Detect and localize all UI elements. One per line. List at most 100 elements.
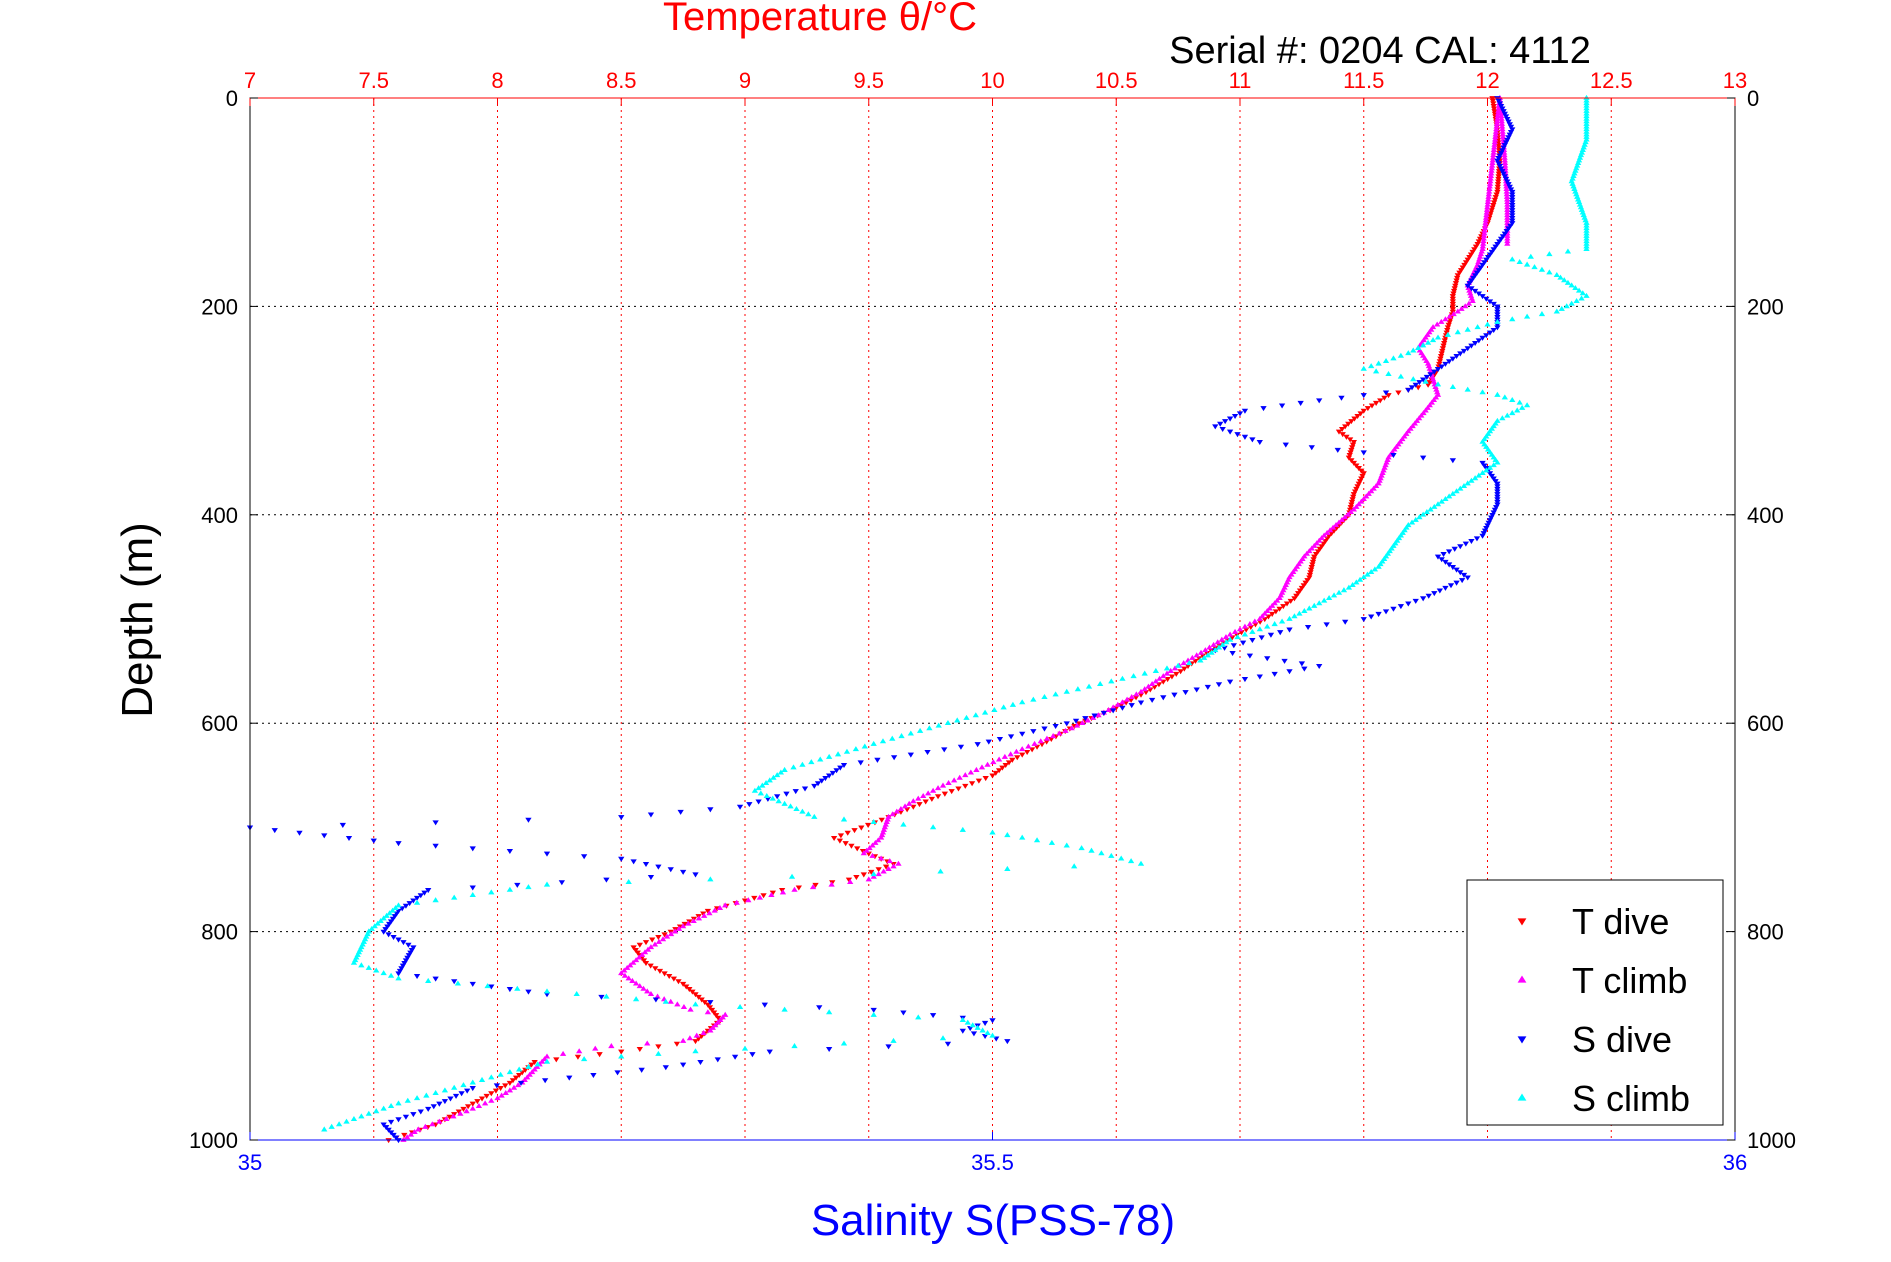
data-point bbox=[1338, 395, 1345, 401]
data-point bbox=[1464, 346, 1471, 352]
data-point bbox=[1467, 252, 1475, 258]
data-point bbox=[1354, 484, 1361, 490]
data-point bbox=[1063, 721, 1070, 727]
data-point bbox=[1498, 120, 1506, 126]
data-point bbox=[828, 881, 835, 887]
data-point bbox=[1415, 385, 1422, 391]
data-point bbox=[1474, 324, 1481, 330]
data-point bbox=[1375, 611, 1382, 617]
data-point bbox=[373, 1108, 380, 1114]
data-point bbox=[1490, 200, 1498, 206]
data-point bbox=[463, 1108, 470, 1114]
data-point bbox=[1494, 459, 1501, 465]
data-point bbox=[959, 1017, 966, 1023]
data-point bbox=[1429, 337, 1437, 343]
data-point bbox=[1108, 852, 1115, 858]
data-point bbox=[774, 794, 781, 800]
data-point bbox=[1259, 613, 1266, 619]
data-point bbox=[630, 945, 637, 951]
data-point bbox=[775, 798, 782, 804]
data-point bbox=[1316, 546, 1323, 552]
data-point bbox=[809, 884, 817, 890]
data-point bbox=[1360, 450, 1367, 456]
data-point bbox=[488, 1097, 495, 1103]
data-point bbox=[1005, 760, 1013, 766]
data-point bbox=[387, 1119, 395, 1125]
data-point bbox=[625, 975, 632, 981]
data-point bbox=[1564, 248, 1572, 254]
data-point bbox=[1468, 538, 1475, 545]
data-point bbox=[683, 984, 690, 990]
data-point bbox=[655, 934, 662, 940]
data-point bbox=[1308, 567, 1315, 573]
data-point bbox=[624, 964, 631, 970]
data-point bbox=[460, 1106, 467, 1112]
data-point bbox=[1492, 479, 1499, 485]
data-point bbox=[759, 782, 766, 788]
depth-tick-label-right: 800 bbox=[1747, 920, 1784, 945]
data-point bbox=[974, 742, 981, 748]
data-point bbox=[853, 875, 860, 881]
data-point bbox=[1397, 352, 1405, 358]
data-point bbox=[1495, 171, 1502, 177]
data-point bbox=[996, 736, 1004, 742]
temperature-tick-label: 7 bbox=[244, 68, 256, 93]
data-point bbox=[950, 777, 958, 783]
data-point bbox=[783, 791, 790, 797]
data-point bbox=[641, 949, 649, 955]
data-point bbox=[1043, 735, 1051, 741]
data-point bbox=[1193, 687, 1200, 693]
data-point bbox=[766, 1049, 773, 1055]
data-point bbox=[1025, 743, 1032, 749]
data-point bbox=[1264, 656, 1271, 662]
data-point bbox=[432, 976, 439, 982]
data-point bbox=[1321, 597, 1328, 603]
data-point bbox=[621, 967, 628, 973]
data-point bbox=[1501, 394, 1508, 400]
data-point bbox=[751, 787, 759, 793]
salinity-tick-label: 36 bbox=[1723, 1150, 1747, 1175]
data-point bbox=[514, 882, 521, 888]
data-point bbox=[634, 950, 641, 956]
data-point bbox=[1405, 387, 1412, 393]
data-point bbox=[1500, 145, 1507, 151]
data-point bbox=[402, 958, 410, 964]
data-point bbox=[358, 1113, 365, 1119]
data-point bbox=[1395, 441, 1402, 447]
data-point bbox=[1494, 499, 1501, 505]
data-point bbox=[1494, 96, 1501, 102]
data-point bbox=[404, 1097, 411, 1103]
data-point bbox=[1503, 228, 1510, 235]
data-point bbox=[1343, 434, 1350, 440]
data-point bbox=[1308, 565, 1315, 571]
data-point bbox=[1431, 503, 1438, 509]
data-point bbox=[714, 1057, 721, 1063]
data-point bbox=[733, 899, 740, 905]
data-point bbox=[1049, 733, 1057, 739]
data-point bbox=[717, 1017, 724, 1023]
data-point bbox=[1390, 355, 1397, 361]
data-point bbox=[1307, 570, 1314, 576]
data-point bbox=[1412, 598, 1419, 604]
data-point bbox=[673, 1041, 681, 1047]
data-point bbox=[1372, 400, 1380, 406]
data-point bbox=[860, 872, 867, 878]
data-point bbox=[638, 951, 646, 957]
data-point bbox=[680, 1003, 688, 1010]
data-point bbox=[1468, 343, 1475, 349]
data-point bbox=[1004, 1039, 1011, 1045]
data-point bbox=[1468, 286, 1475, 292]
data-point bbox=[679, 1037, 687, 1043]
data-point bbox=[629, 959, 637, 965]
data-point bbox=[391, 914, 398, 920]
data-point bbox=[1497, 150, 1505, 156]
data-point bbox=[1418, 412, 1425, 418]
data-point bbox=[1450, 291, 1457, 297]
data-point bbox=[826, 753, 833, 759]
data-point bbox=[446, 1114, 453, 1120]
data-point bbox=[382, 927, 389, 933]
data-point bbox=[630, 859, 637, 865]
data-point bbox=[1286, 615, 1293, 621]
data-point bbox=[659, 936, 667, 942]
data-point bbox=[410, 1112, 417, 1118]
